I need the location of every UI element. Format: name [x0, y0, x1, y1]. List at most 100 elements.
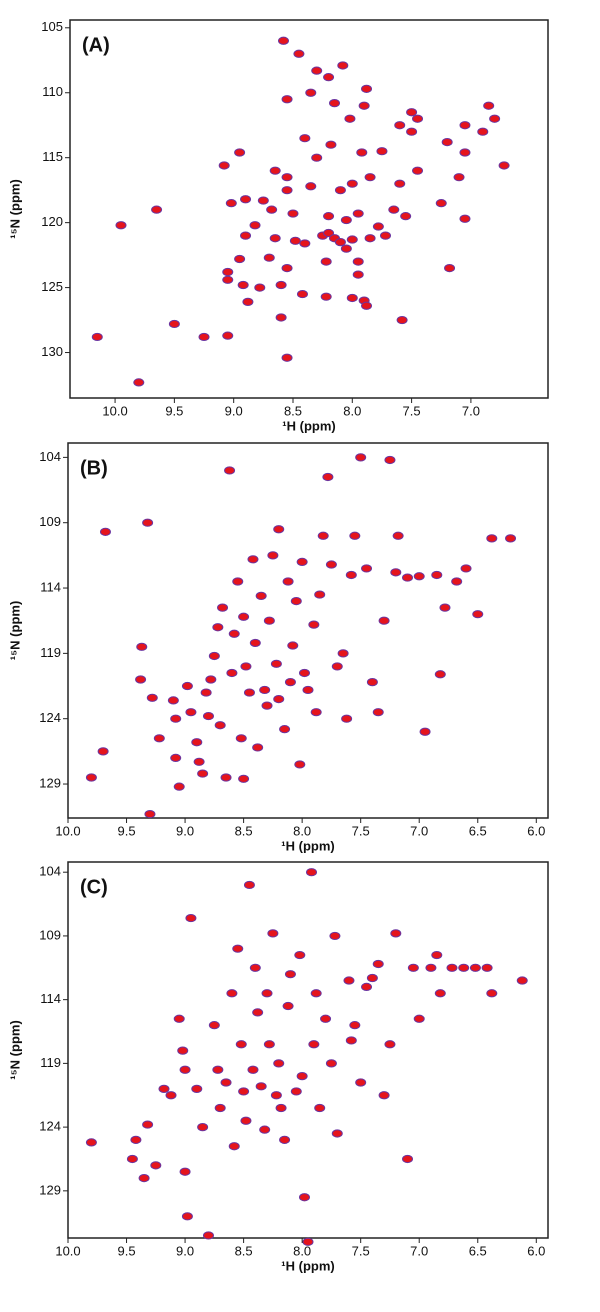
peak	[505, 534, 517, 543]
peak	[311, 66, 323, 75]
peak	[358, 101, 370, 110]
peak	[407, 963, 419, 972]
y-tick-label: 124	[39, 1119, 61, 1134]
peak	[364, 173, 376, 182]
peak	[269, 234, 281, 243]
peak	[345, 1036, 357, 1045]
peak	[320, 292, 332, 301]
panel: 10.0 9.5 9.0 8.5 8.0 7.5 7.0 105 110 115 120 125 130…	[7, 19, 549, 433]
peak	[202, 1231, 214, 1240]
peak	[458, 963, 470, 972]
peak	[282, 1001, 294, 1011]
peak	[220, 1078, 232, 1087]
y-tick-label: 129	[39, 1182, 61, 1197]
peak	[355, 1078, 367, 1087]
peak	[212, 1065, 224, 1074]
peak	[281, 353, 293, 362]
peak	[179, 1065, 191, 1074]
peak	[441, 138, 453, 147]
x-tick-label: 9.0	[176, 823, 194, 838]
peak	[331, 662, 343, 671]
x-tick-label: 7.5	[403, 403, 421, 418]
peak	[349, 1021, 361, 1030]
peak	[337, 61, 349, 70]
peak	[212, 623, 224, 632]
peak	[240, 195, 252, 204]
peak	[193, 757, 205, 766]
peak	[279, 1135, 291, 1144]
peak	[346, 293, 358, 303]
peak	[394, 179, 406, 188]
peak	[320, 257, 332, 266]
peak	[234, 254, 246, 264]
peak	[237, 280, 249, 290]
peak	[267, 551, 279, 560]
peak	[412, 166, 424, 175]
peak	[191, 738, 203, 747]
peak	[126, 1154, 138, 1164]
peak	[208, 1021, 220, 1030]
x-tick-label: 10.0	[55, 823, 80, 838]
y-tick-label: 115	[42, 149, 63, 164]
peak	[323, 228, 335, 238]
peak	[269, 166, 281, 175]
peak	[115, 221, 127, 230]
peak	[205, 675, 217, 684]
peak	[298, 668, 310, 678]
peak	[290, 1087, 302, 1096]
plot-area	[85, 868, 528, 1246]
peak	[173, 1014, 185, 1023]
plot-frame	[67, 442, 549, 819]
peak	[346, 235, 358, 244]
peak	[486, 989, 498, 998]
peak	[200, 688, 212, 697]
peak	[311, 153, 323, 162]
peak	[135, 675, 147, 684]
peak	[472, 610, 484, 619]
peak	[85, 773, 97, 782]
peak	[340, 244, 352, 253]
peak	[282, 577, 294, 586]
peak	[254, 283, 266, 292]
y-tick-label: 119	[40, 1055, 61, 1070]
y-tick-label: 104	[39, 449, 61, 464]
peak	[208, 651, 220, 661]
peak	[281, 186, 293, 195]
peak	[167, 696, 179, 705]
peak	[275, 280, 287, 290]
peak	[273, 1059, 285, 1068]
peak	[226, 989, 238, 998]
peak	[228, 629, 240, 638]
y-tick-label: 130	[41, 344, 63, 359]
peak	[235, 1040, 247, 1049]
peak	[281, 173, 293, 182]
y-tick-label: 125	[41, 279, 63, 294]
peak	[142, 518, 154, 527]
y-tick-label: 109	[39, 927, 61, 942]
peak	[356, 148, 368, 157]
peak	[279, 725, 291, 734]
peak	[444, 264, 456, 273]
peak	[197, 769, 209, 778]
peak	[317, 531, 329, 540]
peak	[185, 913, 197, 923]
peak	[173, 782, 185, 791]
peak	[298, 1193, 310, 1202]
peak	[222, 275, 234, 284]
peak	[431, 570, 443, 580]
peak	[323, 212, 335, 221]
peak	[322, 472, 334, 482]
peak	[238, 1087, 250, 1096]
peak	[217, 603, 229, 612]
peak	[334, 238, 346, 247]
x-tick-label: 9.0	[176, 1243, 194, 1258]
peak	[261, 989, 273, 998]
y-tick-label: 119	[40, 645, 61, 660]
peak	[130, 1135, 142, 1144]
panel: 10.0 9.5 9.0 8.5 8.0 7.5 7.0 6.5 6.0 104 109 114 119…	[7, 861, 549, 1273]
peak	[352, 270, 364, 279]
peak	[242, 297, 254, 306]
peak	[232, 577, 244, 586]
x-tick-label: 7.5	[352, 823, 370, 838]
